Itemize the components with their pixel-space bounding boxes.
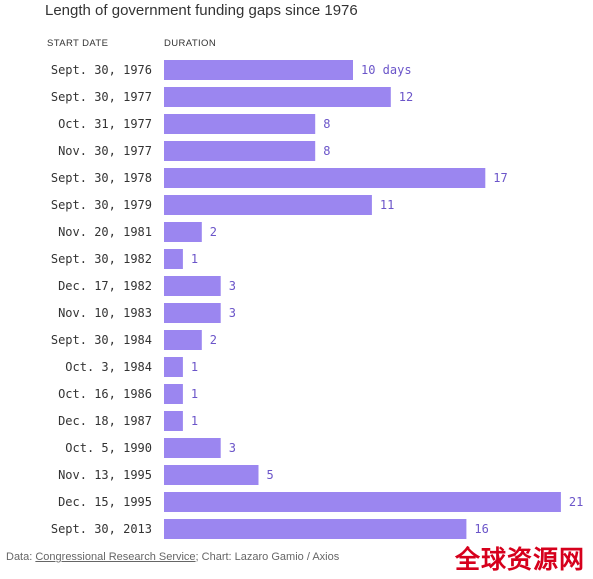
bar [164,492,561,512]
bar [164,114,316,134]
category-label: Sept. 30, 2013 [51,522,152,536]
category-label: Sept. 30, 1984 [51,333,152,347]
category-label: Nov. 10, 1983 [58,306,152,320]
value-label: 8 [323,144,330,158]
value-label: 8 [323,117,330,131]
bar [164,384,183,404]
value-label: 1 [191,252,198,266]
category-label: Nov. 30, 1977 [58,144,152,158]
bar [164,357,183,377]
category-label: Sept. 30, 1976 [51,63,152,77]
value-label: 16 [474,522,488,536]
value-label: 10 days [361,63,412,77]
bar [164,519,467,539]
chart-title: Length of government funding gaps since … [45,2,358,19]
category-label: Dec. 17, 1982 [58,279,152,293]
bar [164,141,316,161]
bar [164,222,202,242]
watermark-logo: 全球资源网 [454,545,585,574]
value-label: 3 [229,306,236,320]
value-label: 1 [191,360,198,374]
value-label: 21 [569,495,583,509]
category-label: Nov. 20, 1981 [58,225,152,239]
source-note: Data: Congressional Research Service; Ch… [6,551,339,563]
bar [164,303,221,323]
start-date-header: START DATE [47,38,109,49]
category-label: Oct. 16, 1986 [58,387,152,401]
value-label: 2 [210,333,217,347]
category-label: Sept. 30, 1977 [51,90,152,104]
bar [164,411,183,431]
chart-credit: ; Chart: Lazaro Gamio / Axios [195,551,340,563]
value-label: 1 [191,414,198,428]
bar [164,438,221,458]
category-label: Dec. 15, 1995 [58,495,152,509]
source-link[interactable]: Congressional Research Service [35,551,196,563]
category-label: Sept. 30, 1979 [51,198,152,212]
category-label: Nov. 13, 1995 [58,468,152,482]
value-label: 3 [229,279,236,293]
bar [164,465,259,485]
bar [164,249,183,269]
value-label: 5 [267,468,274,482]
bar [164,60,353,80]
category-label: Sept. 30, 1978 [51,171,152,185]
category-label: Dec. 18, 1987 [58,414,152,428]
value-label: 2 [210,225,217,239]
category-label: Sept. 30, 1982 [51,252,152,266]
category-label: Oct. 3, 1984 [65,360,152,374]
value-label: 3 [229,441,236,455]
value-label: 11 [380,198,394,212]
bar [164,168,486,188]
value-label: 1 [191,387,198,401]
bar [164,87,391,107]
value-label: 17 [493,171,507,185]
bar [164,195,372,215]
source-prefix: Data: [6,551,36,563]
bar [164,276,221,296]
duration-header: DURATION [164,38,217,49]
category-label: Oct. 31, 1977 [58,117,152,131]
category-label: Oct. 5, 1990 [65,441,152,455]
bar [164,330,202,350]
value-label: 12 [399,90,413,104]
